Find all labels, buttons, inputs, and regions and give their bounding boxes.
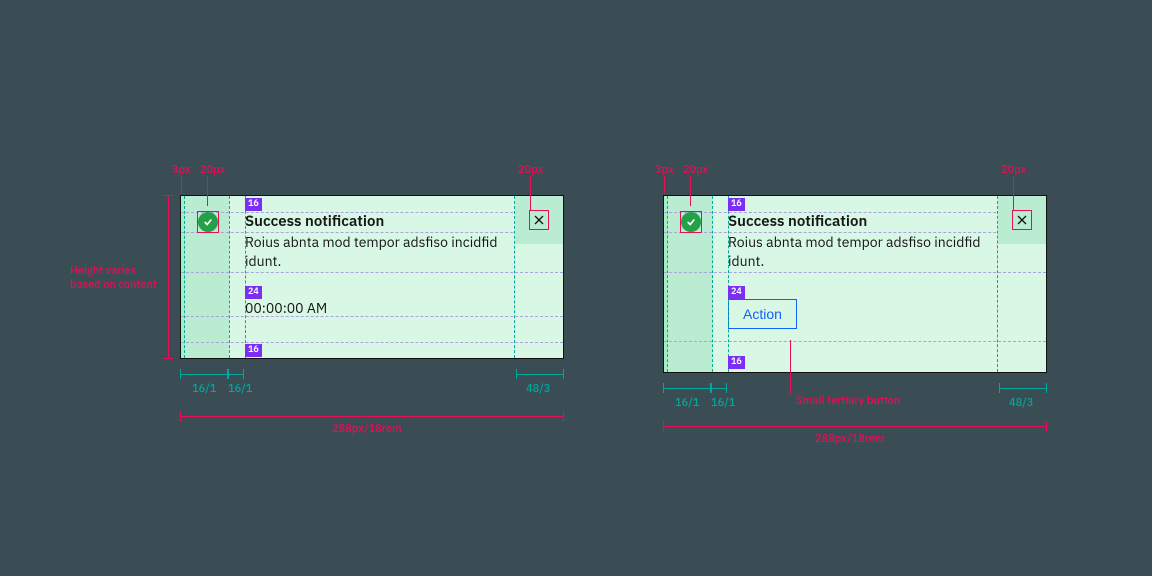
annot-icon-ratio-2: 16/1 xyxy=(711,396,735,410)
annot-close-px-2: 20px xyxy=(1001,163,1026,177)
notification-timestamp: 00:00:00 AM xyxy=(245,299,515,317)
annot-width-2: 288px/18rem xyxy=(815,432,885,446)
annot-tertiary: Small tertiary button xyxy=(796,394,900,408)
notification-content: Success notification Roius abnta mod tem… xyxy=(712,196,1046,345)
annot-left-ratio: 16/1 xyxy=(192,382,216,396)
annot-right-ratio-2: 48/3 xyxy=(1009,396,1033,410)
annot-icon-ratio: 16/1 xyxy=(228,382,252,396)
notification-content: Success notification Roius abnta mod tem… xyxy=(229,196,563,333)
notification-title: Success notification xyxy=(245,212,515,231)
annot-height-l1: Height varies xyxy=(70,264,136,278)
spacing-chip-top: 16 xyxy=(728,198,745,211)
spacing-chip-top: 16 xyxy=(245,198,262,211)
notification-spec-timestamp: 16 24 16 Success notification Roius abnt… xyxy=(180,195,564,359)
annot-height-l2: based on content xyxy=(70,278,157,292)
annot-right-ratio: 48/3 xyxy=(526,382,550,396)
success-icon xyxy=(681,212,701,232)
action-button[interactable]: Action xyxy=(728,299,797,329)
spacing-chip-bottom: 16 xyxy=(728,356,745,369)
width-measure-2 xyxy=(663,426,1047,427)
spacing-chip-mid: 24 xyxy=(245,286,262,299)
success-icon xyxy=(198,212,218,232)
annot-stripe-px-2: 3px xyxy=(655,163,674,177)
spacing-chip-mid: 24 xyxy=(728,286,745,299)
annot-icon-px: 20px xyxy=(200,163,225,177)
close-area xyxy=(515,196,563,244)
close-button[interactable] xyxy=(529,210,549,230)
height-measure xyxy=(168,195,169,359)
annot-icon-px-2: 20px xyxy=(683,163,708,177)
annot-stripe-px: 3px xyxy=(172,163,191,177)
notification-title: Success notification xyxy=(728,212,998,231)
annot-close-px: 20px xyxy=(518,163,543,177)
annot-width-1: 288px/18rem xyxy=(332,422,402,436)
spacing-chip-bottom: 16 xyxy=(245,344,262,357)
close-button[interactable] xyxy=(1012,210,1032,230)
close-area xyxy=(998,196,1046,244)
width-measure-1 xyxy=(180,416,564,417)
notification-spec-action: 16 24 16 Success notification Roius abnt… xyxy=(663,195,1047,373)
notification-subtitle: Roius abnta mod tempor adsfiso incidfid … xyxy=(728,233,998,271)
notification-subtitle: Roius abnta mod tempor adsfiso incidfid … xyxy=(245,233,515,271)
annot-left-ratio-2: 16/1 xyxy=(675,396,699,410)
